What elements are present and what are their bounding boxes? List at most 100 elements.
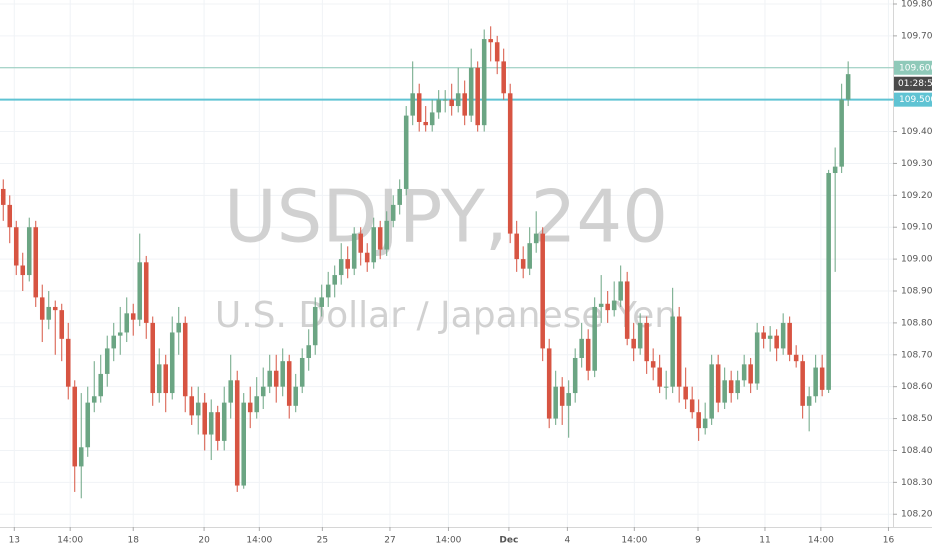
- candle-body: [611, 300, 617, 311]
- candle-body: [371, 227, 376, 263]
- candle-body: [728, 380, 734, 394]
- candle-body: [670, 316, 675, 387]
- candle-body: [338, 259, 344, 276]
- candle-body: [546, 348, 552, 419]
- candles: [0, 26, 851, 499]
- x-tick-label: 14:00: [435, 536, 461, 546]
- candle-body: [33, 227, 39, 298]
- candle-body: [403, 115, 409, 189]
- x-tick-label: 16: [883, 536, 895, 546]
- candle-body: [559, 386, 565, 406]
- candle-body: [241, 402, 246, 486]
- candle-body: [748, 364, 753, 384]
- candle-body: [741, 364, 747, 381]
- candle-body: [624, 281, 630, 339]
- y-tick-label: 109.200: [901, 191, 932, 201]
- candle-body: [845, 74, 851, 100]
- candle-body: [20, 265, 26, 276]
- y-tick-label: 108.500: [901, 414, 932, 424]
- candle-body: [696, 412, 701, 429]
- y-tick-label: 108.200: [901, 510, 932, 520]
- candle-body: [26, 227, 32, 276]
- candle-body: [189, 396, 195, 416]
- candle-body: [104, 348, 110, 374]
- candle-body: [280, 361, 285, 387]
- candle-body: [832, 166, 838, 174]
- candle-body: [286, 361, 292, 406]
- countdown: 01:28:53: [898, 79, 932, 89]
- candle-body: [397, 188, 402, 205]
- candle-body: [143, 262, 149, 323]
- candle-body: [228, 380, 233, 403]
- price-label-box: [894, 92, 932, 107]
- x-tick-label: 14:00: [808, 536, 834, 546]
- candle-body: [156, 364, 162, 394]
- candle-body: [657, 367, 662, 387]
- candle-body: [605, 303, 610, 311]
- candle-body: [72, 386, 78, 467]
- x-tick-label: 14:00: [57, 536, 83, 546]
- candle-body: [800, 361, 805, 406]
- candle-body: [631, 338, 636, 349]
- candle-body: [644, 322, 649, 362]
- candle-body: [774, 335, 779, 349]
- candle-body: [598, 303, 604, 307]
- candle-body: [202, 402, 208, 435]
- candle-body: [137, 262, 143, 320]
- candle-body: [618, 281, 623, 301]
- candle-body: [754, 332, 760, 384]
- candle-body: [13, 227, 19, 266]
- candle-body: [826, 173, 831, 390]
- candle-body: [689, 399, 695, 413]
- candle-body: [735, 380, 740, 394]
- y-tick-label: 109.700: [901, 31, 932, 41]
- candle-body: [553, 386, 558, 419]
- candle-body: [793, 354, 799, 362]
- candle-body: [7, 204, 13, 228]
- candle-body: [358, 233, 363, 253]
- candle-body: [702, 418, 708, 429]
- x-tick-label: 27: [384, 536, 395, 546]
- x-tick-label: 14:00: [246, 536, 272, 546]
- candle-body: [520, 259, 526, 269]
- candle-body: [650, 361, 656, 368]
- candle-body: [254, 396, 259, 413]
- candle-body: [481, 39, 487, 126]
- y-tick-label: 108.600: [901, 382, 932, 392]
- candle-body: [429, 112, 435, 126]
- y-tick-label: 108.900: [901, 287, 932, 297]
- y-tick-label: 109.800: [901, 0, 932, 9]
- price-label: 109.500: [899, 95, 932, 105]
- candle-body: [221, 402, 227, 441]
- x-tick-label: 13: [9, 536, 20, 546]
- candle-body: [273, 370, 279, 387]
- price-label-box: [894, 60, 932, 75]
- countdown-box: [894, 76, 932, 91]
- candle-body: [488, 39, 493, 43]
- candle-body: [533, 233, 539, 244]
- candle-body: [715, 364, 721, 403]
- watermark-symbol: USDJPY, 240: [224, 175, 668, 259]
- candle-body: [585, 338, 591, 371]
- candle-body: [813, 367, 818, 397]
- x-tick-label: 9: [695, 536, 701, 546]
- candle-body: [462, 93, 467, 116]
- candle-body: [683, 386, 688, 400]
- candle-body: [195, 402, 201, 416]
- x-tick-label: 14:00: [621, 536, 647, 546]
- candle-body: [637, 322, 643, 349]
- candle-body: [390, 204, 396, 221]
- candle-body: [384, 220, 389, 250]
- candle-body: [566, 393, 571, 406]
- candle-body: [169, 332, 175, 394]
- y-tick-label: 109.400: [901, 127, 932, 137]
- candle-body: [176, 322, 182, 333]
- candle-body: [325, 284, 331, 298]
- candle-body: [475, 67, 480, 126]
- candle-body: [111, 335, 117, 349]
- x-tick-label: 4: [565, 536, 571, 546]
- candle-body: [663, 386, 669, 388]
- candle-body: [319, 297, 324, 307]
